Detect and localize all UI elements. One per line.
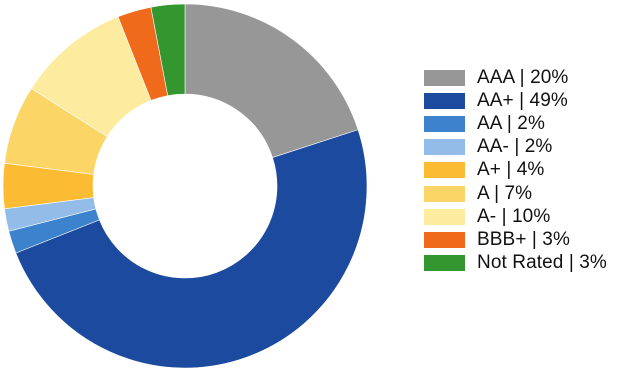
legend-item-a-minus: A- | 10%	[424, 205, 607, 228]
legend-swatch	[424, 115, 465, 132]
legend-label: A | 7%	[477, 182, 533, 204]
chart-legend: AAA | 20% AA+ | 49% AA | 2% AA- | 2% A+ | 4%…	[424, 66, 607, 275]
legend-label: A- | 10%	[477, 205, 551, 227]
legend-swatch	[424, 162, 465, 179]
legend-item-bbb-plus: BBB+ | 3%	[424, 228, 607, 251]
legend-item-aa-minus: AA- | 2%	[424, 136, 607, 159]
donut-chart-svg	[2, 3, 368, 369]
legend-item-aa: AA | 2%	[424, 112, 607, 135]
donut-chart	[2, 3, 368, 369]
legend-label: Not Rated | 3%	[477, 252, 607, 274]
legend-swatch	[424, 255, 465, 272]
donut-slice-aaa	[184, 3, 359, 158]
legend-item-a: A | 7%	[424, 182, 607, 205]
legend-swatch	[424, 92, 465, 109]
legend-swatch	[424, 231, 465, 248]
legend-item-not-rated: Not Rated | 3%	[424, 252, 607, 275]
legend-label: BBB+ | 3%	[477, 228, 570, 250]
legend-swatch	[424, 185, 465, 202]
legend-label: AA | 2%	[477, 112, 545, 134]
legend-item-aaa: AAA | 20%	[424, 66, 607, 89]
legend-label: AA- | 2%	[477, 136, 553, 158]
legend-swatch	[424, 208, 465, 225]
legend-item-a-plus: A+ | 4%	[424, 159, 607, 182]
legend-swatch	[424, 139, 465, 156]
legend-label: A+ | 4%	[477, 159, 545, 181]
legend-label: AA+ | 49%	[477, 89, 568, 111]
legend-item-aa-plus: AA+ | 49%	[424, 89, 607, 112]
donut-slice-aa-plus	[15, 129, 368, 369]
legend-label: AAA | 20%	[477, 66, 569, 88]
donut-slice-not-rated	[150, 3, 186, 96]
legend-swatch	[424, 69, 465, 86]
